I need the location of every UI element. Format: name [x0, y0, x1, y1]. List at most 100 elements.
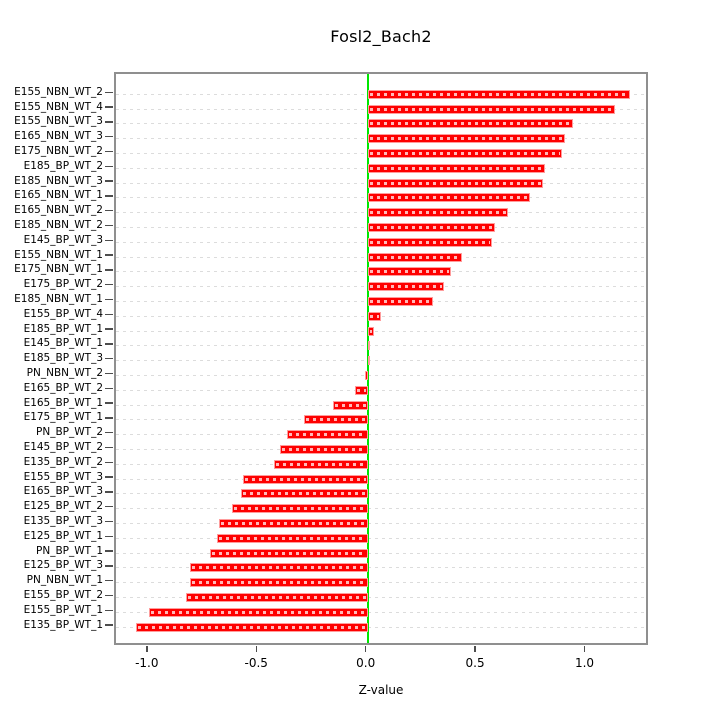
y-axis-label: PN_NBN_WT_1 [26, 574, 103, 587]
y-axis-label: E155_BP_WT_4 [23, 307, 103, 320]
bar-E165_NBN_WT_2 [367, 208, 508, 218]
bar-dash-pattern [218, 536, 366, 540]
bar-E155_BP_WT_1 [148, 607, 368, 617]
bar-dash-pattern [369, 314, 379, 318]
y-axis-label: E155_BP_WT_3 [23, 470, 103, 483]
gridline [116, 449, 646, 450]
x-axis-tick-label: -1.0 [135, 656, 159, 670]
gridline [116, 537, 646, 539]
y-axis-label: E135_BP_WT_3 [23, 515, 103, 527]
gridline [116, 345, 646, 347]
bar-dash-pattern [137, 625, 366, 629]
y-axis-label: PN_BP_WT_1 [36, 544, 103, 557]
bar-E155_NBN_WT_2 [367, 89, 631, 99]
bar-E125_BP_WT_3 [190, 563, 368, 573]
bar-dash-pattern [369, 300, 432, 303]
bar-dash-pattern [356, 388, 366, 392]
x-axis-tick-label: 1.0 [574, 656, 595, 670]
y-axis-label: E185_NBN_WT_2 [14, 219, 103, 231]
y-axis-label: E125_BP_WT_1 [23, 529, 103, 542]
y-axis-tick [105, 594, 113, 597]
bar-dash-pattern [369, 285, 443, 289]
y-axis-tick [105, 431, 113, 434]
y-axis-label: E155_NBN_WT_3 [14, 115, 103, 128]
y-axis-label: E165_BP_WT_2 [23, 381, 103, 394]
bar-dash-pattern [244, 477, 366, 481]
y-axis-label: E175_BP_WT_1 [23, 411, 103, 424]
gridline [116, 508, 646, 510]
bar-dash-pattern [212, 551, 366, 555]
bar-dash-pattern [369, 211, 506, 215]
y-axis-tick [105, 505, 113, 508]
gridline [116, 493, 646, 495]
bar-E175_NBN_WT_1 [367, 267, 451, 277]
bar-E165_BP_WT_1 [332, 400, 368, 410]
y-axis-tick [105, 180, 113, 182]
x-axis-tick [364, 646, 367, 652]
y-axis-label: E145_BP_WT_1 [23, 337, 103, 350]
gridline [116, 626, 646, 628]
bar-dash-pattern [306, 418, 366, 422]
plot-area [114, 72, 648, 645]
bar-E155_NBN_WT_3 [367, 119, 574, 129]
bar-dash-pattern [282, 448, 366, 451]
bar-dash-pattern [369, 152, 561, 155]
gridline [116, 375, 646, 376]
bar-dash-pattern [369, 107, 613, 111]
y-axis-tick [105, 269, 113, 271]
y-axis-tick [105, 372, 113, 375]
bar-dash-pattern [369, 137, 563, 141]
y-axis-tick [105, 579, 113, 582]
bar-dash-pattern [369, 166, 543, 170]
y-axis-tick [105, 106, 113, 108]
bar-dash-pattern [150, 610, 366, 614]
gridline [116, 360, 646, 362]
y-axis-label: E185_NBN_WT_1 [14, 293, 103, 305]
y-axis-label: E185_BP_WT_3 [23, 352, 103, 365]
y-axis-tick [105, 283, 113, 286]
y-axis-tick [105, 195, 113, 197]
y-axis-tick [105, 491, 113, 493]
x-axis-tick [146, 646, 148, 652]
y-axis-label: E155_NBN_WT_4 [14, 100, 103, 113]
gridline [116, 582, 646, 584]
y-axis-tick [105, 357, 113, 360]
bar-E125_BP_WT_1 [216, 533, 368, 543]
bar-E165_NBN_WT_3 [367, 134, 565, 144]
y-axis-label: E135_BP_WT_1 [23, 618, 103, 631]
y-axis-tick [105, 224, 113, 227]
y-axis-label: E165_NBN_WT_3 [14, 130, 103, 143]
bar-E185_NBN_WT_2 [367, 223, 495, 232]
bar-E145_BP_WT_3 [367, 237, 493, 247]
bar-dash-pattern [369, 240, 491, 244]
y-axis-label: E165_NBN_WT_2 [14, 204, 103, 217]
bar-PN_NBN_WT_1 [190, 578, 368, 588]
bar-E185_BP_WT_3 [367, 356, 370, 366]
y-axis-label: E125_BP_WT_3 [23, 559, 103, 572]
y-axis-tick [105, 624, 113, 626]
y-axis-label: PN_BP_WT_2 [36, 426, 103, 439]
bar-dash-pattern [369, 181, 541, 185]
bar-dash-pattern [369, 122, 572, 126]
bar-E155_BP_WT_3 [242, 474, 368, 484]
y-axis-tick [105, 91, 113, 94]
y-axis-label: PN_NBN_WT_2 [26, 367, 103, 379]
y-axis-tick [105, 239, 113, 242]
y-axis-label: E165_BP_WT_3 [23, 485, 103, 498]
gridline [116, 330, 646, 332]
bar-dash-pattern [369, 270, 449, 274]
y-axis-tick [105, 121, 113, 123]
bar-E135_BP_WT_2 [273, 459, 368, 469]
bar-dash-pattern [192, 581, 366, 585]
gridline [116, 567, 646, 569]
gridline [116, 434, 646, 436]
y-axis-label: E175_BP_WT_2 [23, 278, 103, 291]
y-axis-tick [105, 535, 113, 538]
bar-E185_BP_WT_1 [367, 326, 375, 336]
bar-E135_BP_WT_3 [218, 519, 368, 528]
gridline [116, 404, 646, 406]
y-axis-tick [105, 328, 113, 330]
y-axis-tick [105, 446, 113, 449]
x-axis-tick [255, 646, 257, 652]
